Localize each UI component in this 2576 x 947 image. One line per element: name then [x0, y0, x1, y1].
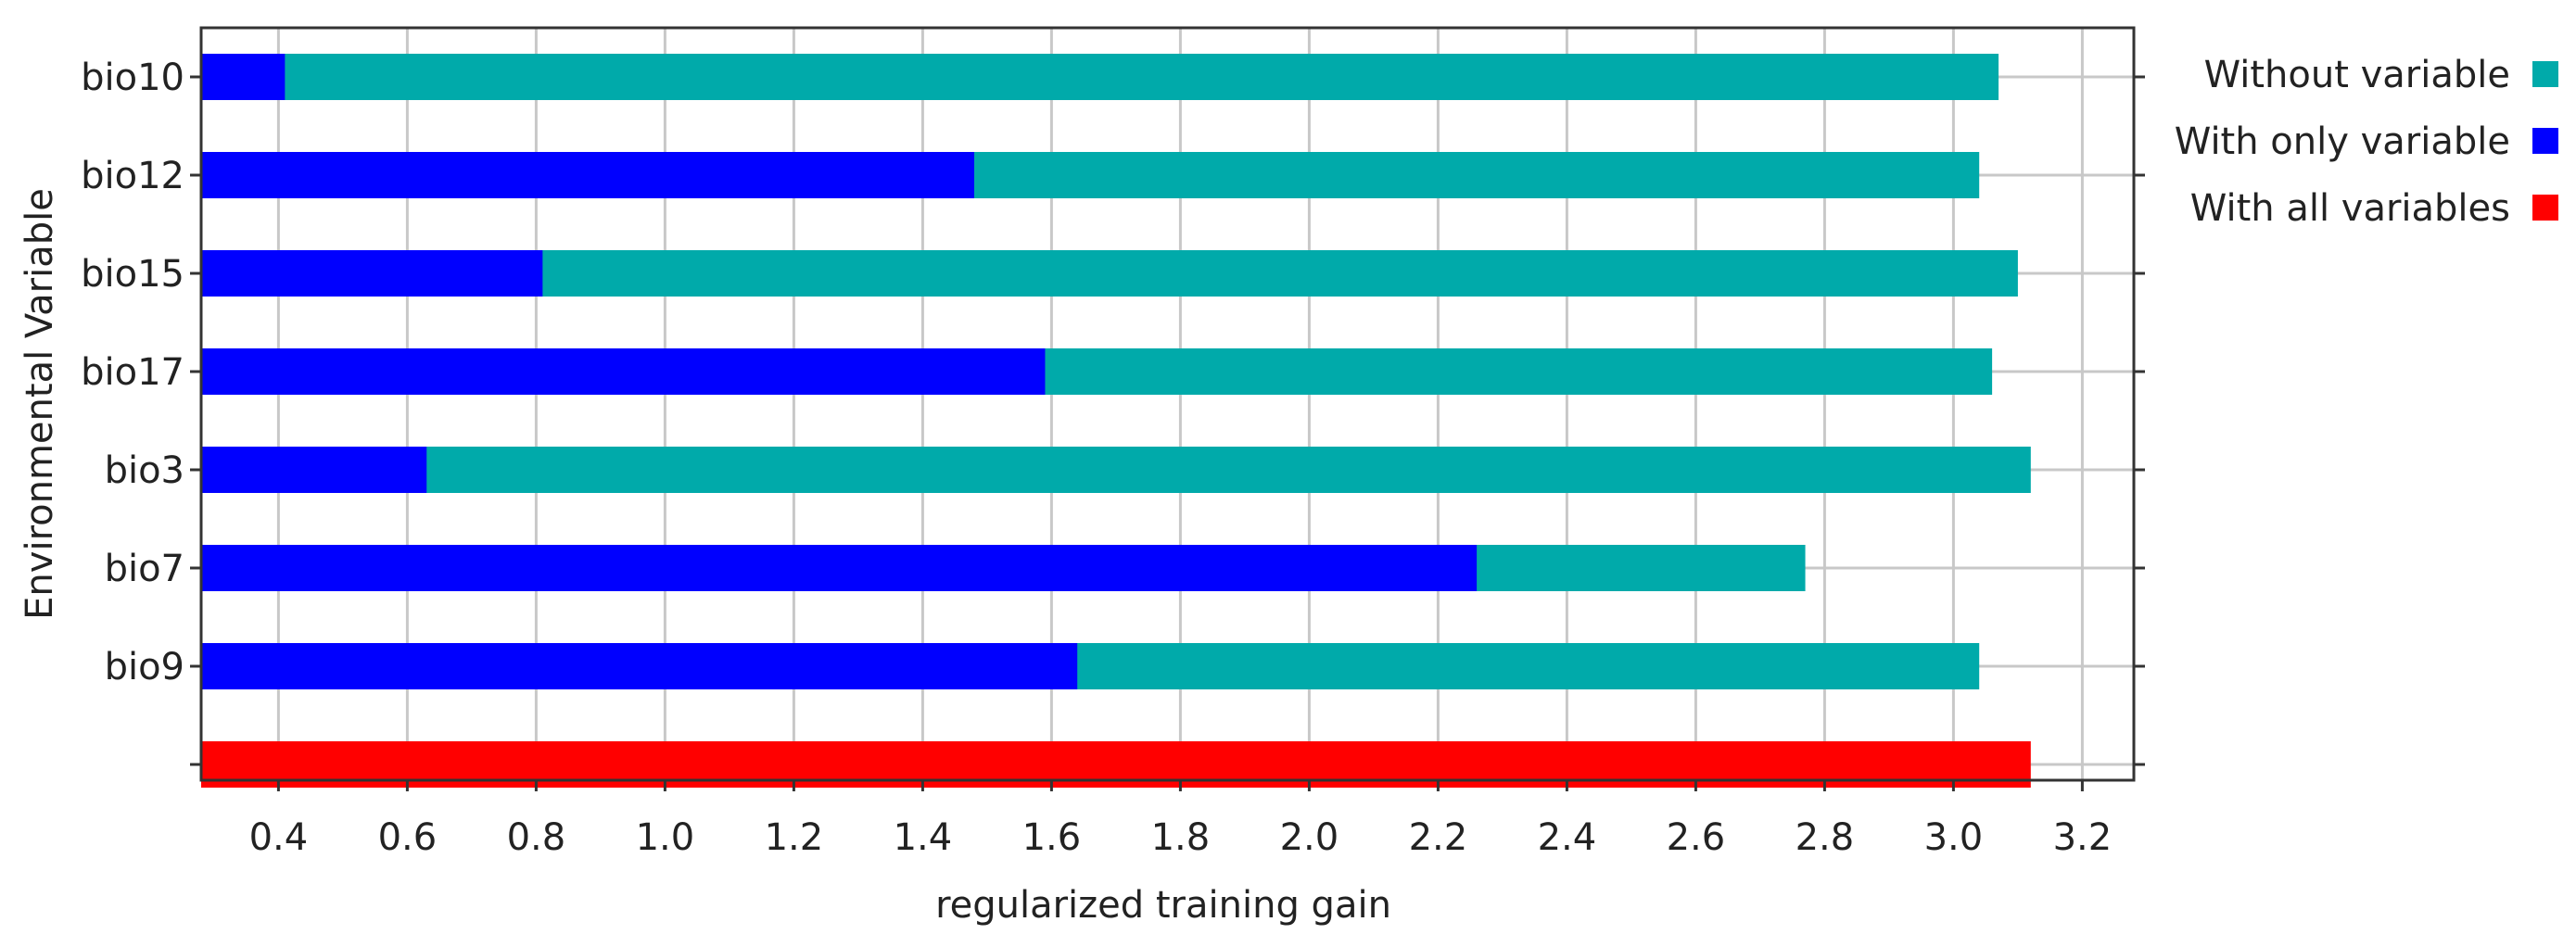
x-tick-label: 1.2 — [765, 816, 824, 859]
x-tick-label: 1.0 — [636, 816, 695, 859]
bar-only-bio9 — [201, 643, 1078, 689]
legend-label: Without variable — [2204, 54, 2510, 96]
legend-label: With only variable — [2175, 120, 2510, 163]
x-tick-label: 0.4 — [249, 816, 309, 859]
x-tick-label: 2.2 — [1409, 816, 1468, 859]
legend-swatch — [2532, 195, 2558, 221]
x-tick-label: 2.4 — [1538, 816, 1597, 859]
x-tick-label: 1.6 — [1022, 816, 1082, 859]
y-axis-title: Environmental Variable — [19, 188, 61, 620]
legend: Without variable With only variable With a… — [2175, 54, 2558, 230]
y-tick-label-bio7: bio7 — [105, 548, 184, 590]
x-tick-label: 2.8 — [1796, 816, 1855, 859]
bar-only-bio15 — [201, 250, 543, 297]
x-tick-labels: 0.4 0.6 0.8 1.0 1.2 1.4 1.6 1.8 2.0 2.2 2.4 2.6 2.8 3… — [249, 816, 2113, 859]
bar-without-bio3 — [201, 447, 2031, 493]
y-tick-labels: bio10 bio12 bio15 bio17 bio3 bio7 bio9 — [81, 57, 184, 688]
y-tick-label-bio17: bio17 — [81, 351, 184, 394]
bar-without-bio10 — [201, 54, 1999, 100]
plot-frame — [199, 26, 2136, 782]
legend-swatch — [2532, 128, 2558, 154]
x-tick-label: 2.6 — [1667, 816, 1726, 859]
y-tick-label-bio15: bio15 — [81, 253, 184, 296]
y-tick-label-bio12: bio12 — [81, 155, 184, 197]
x-axis-title: regularized training gain — [935, 884, 1391, 927]
bar-only-bio10 — [201, 54, 286, 100]
bar-only-bio3 — [201, 447, 427, 493]
x-tick-label: 1.4 — [894, 816, 953, 859]
x-tick-label: 1.8 — [1151, 816, 1211, 859]
y-tick-label-bio9: bio9 — [105, 646, 184, 688]
y-tick-label-bio3: bio3 — [105, 449, 184, 492]
axis-ticks — [190, 75, 2145, 791]
y-tick-label-bio10: bio10 — [81, 57, 184, 99]
bar-only-bio12 — [201, 152, 974, 198]
bar-only-bio7 — [201, 545, 1478, 591]
x-tick-label: 2.0 — [1280, 816, 1339, 859]
bars — [201, 54, 2031, 788]
legend-label: With all variables — [2190, 187, 2510, 230]
x-tick-label: 3.0 — [1924, 816, 1984, 859]
x-tick-label: 3.2 — [2053, 816, 2113, 859]
x-tick-label: 0.8 — [507, 816, 566, 859]
x-tick-label: 0.6 — [378, 816, 438, 859]
legend-swatch — [2532, 61, 2558, 87]
bar-only-bio17 — [201, 348, 1046, 395]
